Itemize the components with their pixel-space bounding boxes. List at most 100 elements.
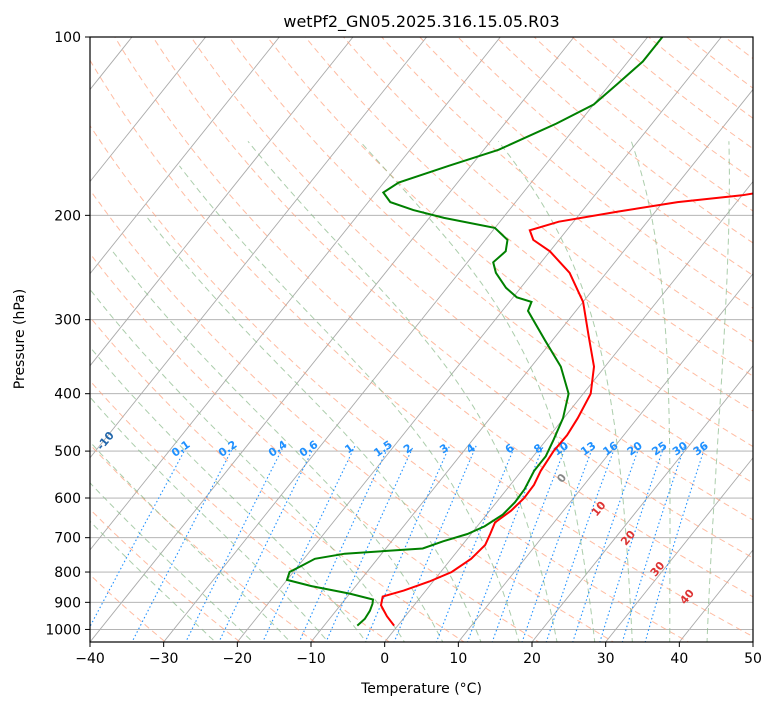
isotherm-line bbox=[163, 37, 649, 642]
x-tick-label: 50 bbox=[744, 651, 762, 667]
dry-adiabat-line bbox=[266, 37, 753, 448]
mixing-ratio-line bbox=[545, 445, 616, 642]
isotherm-line bbox=[531, 365, 753, 642]
dry-adiabat-line bbox=[152, 37, 753, 559]
x-tick-label: 20 bbox=[523, 651, 541, 667]
moist-adiabat-line bbox=[90, 520, 216, 642]
dry-adiabat-line bbox=[90, 124, 690, 642]
mixing-ratio-line bbox=[521, 445, 594, 642]
dry-adiabat-line bbox=[746, 24, 775, 654]
mixing-ratio-label: 20 bbox=[625, 439, 645, 459]
isotherm-line bbox=[0, 37, 58, 642]
mixing-ratio-line bbox=[393, 445, 477, 642]
isotherm-line bbox=[90, 37, 354, 367]
dewpoint-profile-line bbox=[285, 37, 664, 627]
moist-adiabat-line bbox=[145, 214, 482, 642]
isotherm-line bbox=[384, 180, 753, 642]
dry-adiabat-line bbox=[304, 37, 753, 412]
moist-adiabat-line bbox=[247, 140, 558, 642]
dry-adiabat-line bbox=[90, 189, 615, 642]
moist-adiabat-line bbox=[497, 140, 633, 642]
y-tick-label: 1000 bbox=[45, 622, 81, 638]
moist-adiabat-line bbox=[90, 396, 329, 642]
x-tick-label: −40 bbox=[75, 651, 105, 667]
temperature-profile-line bbox=[379, 192, 753, 627]
isotherm-line bbox=[752, 641, 753, 642]
mixing-ratio-line bbox=[491, 445, 567, 642]
isotherm-line bbox=[457, 272, 753, 642]
y-tick-label: 900 bbox=[54, 595, 81, 611]
x-tick-label: 0 bbox=[380, 651, 389, 667]
mixing-ratio-label: 0.4 bbox=[266, 438, 290, 460]
dry-adiabat-line bbox=[190, 37, 753, 521]
isotherm-line bbox=[90, 37, 207, 183]
mixing-ratio-line bbox=[131, 445, 235, 642]
isotherm-line bbox=[90, 37, 501, 551]
mixing-ratio-label: 36 bbox=[691, 439, 711, 459]
dry-adiabat-line bbox=[114, 37, 753, 598]
mixing-ratio-label: 16 bbox=[600, 439, 620, 459]
x-tick-label: −10 bbox=[296, 651, 326, 667]
isotherm-line bbox=[678, 549, 753, 642]
dry-adiabat-line bbox=[685, 37, 753, 89]
background-lines bbox=[0, 24, 775, 654]
y-tick-label: 200 bbox=[54, 208, 81, 224]
y-tick-label: 400 bbox=[54, 387, 81, 403]
axes: −40 −30 −20 −10 0 10 20 30 40 5010020030040050060… bbox=[45, 30, 762, 667]
mixing-ratio-line bbox=[572, 445, 641, 642]
profiles bbox=[285, 37, 753, 627]
dry-adiabat-line bbox=[228, 37, 753, 484]
mixing-ratio-label: 30 bbox=[670, 439, 690, 459]
mixing-ratio-label: 6 bbox=[503, 441, 517, 456]
dry-adiabat-line bbox=[457, 37, 753, 276]
moist-adiabat-line bbox=[706, 141, 730, 642]
chart-title: wetPf2_GN05.2025.316.15.05.R03 bbox=[283, 12, 559, 32]
mixing-ratio-label: 3 bbox=[437, 441, 451, 456]
x-tick-label: −30 bbox=[149, 651, 179, 667]
moist-adiabat-line bbox=[90, 482, 254, 642]
dry-adiabat-line bbox=[90, 443, 316, 642]
x-axis-label: Temperature (°C) bbox=[360, 681, 482, 697]
dry-adiabat-label: -20 bbox=[5, 395, 28, 419]
line-labels: 0.10.20.40.611.52346810131620253036-100-… bbox=[5, 395, 711, 607]
moist-adiabat-label: 0 bbox=[554, 471, 569, 485]
moist-adiabat-line bbox=[630, 141, 671, 642]
dry-adiabat-line bbox=[90, 316, 466, 642]
moist-adiabat-line bbox=[90, 441, 291, 642]
x-tick-label: 40 bbox=[670, 651, 688, 667]
y-tick-label: 500 bbox=[54, 444, 81, 460]
dry-adiabat-line bbox=[647, 37, 753, 119]
mixing-ratio-label: 0.2 bbox=[216, 438, 239, 460]
isotherm-line bbox=[90, 37, 280, 275]
moist-adiabat-line bbox=[179, 165, 520, 642]
dry-adiabat-line bbox=[90, 574, 167, 642]
mixing-ratio-line bbox=[90, 445, 188, 628]
dry-adiabat-line bbox=[90, 508, 241, 642]
x-tick-label: −20 bbox=[223, 651, 253, 667]
mixing-ratio-line bbox=[364, 445, 451, 642]
y-tick-label: 700 bbox=[54, 531, 81, 547]
y-axis-label: Pressure (hPa) bbox=[12, 289, 28, 389]
isotherm-line bbox=[605, 457, 753, 642]
dry-adiabat-line bbox=[381, 37, 753, 343]
dry-adiabat-line bbox=[90, 379, 391, 642]
y-tick-label: 800 bbox=[54, 565, 81, 581]
moist-adiabat-label: 10 bbox=[589, 499, 609, 519]
x-tick-label: 10 bbox=[449, 651, 467, 667]
mixing-ratio-line bbox=[218, 445, 315, 642]
y-tick-label: 600 bbox=[54, 491, 81, 507]
isotherm-line bbox=[310, 88, 753, 642]
x-tick-label: 30 bbox=[597, 651, 615, 667]
dry-adiabat-line bbox=[419, 37, 753, 309]
dry-adiabat-line bbox=[533, 37, 753, 212]
mixing-ratio-line bbox=[298, 445, 390, 642]
dry-adiabat-line bbox=[90, 252, 540, 642]
isotherm-line bbox=[236, 37, 722, 642]
y-tick-label: 100 bbox=[54, 30, 81, 46]
mixing-ratio-label: 1.5 bbox=[371, 438, 394, 460]
mixing-ratio-line bbox=[262, 445, 356, 642]
moist-adiabat-line bbox=[359, 140, 596, 642]
mixing-ratio-label: 13 bbox=[578, 439, 598, 458]
mixing-ratio-label: 25 bbox=[649, 439, 669, 458]
